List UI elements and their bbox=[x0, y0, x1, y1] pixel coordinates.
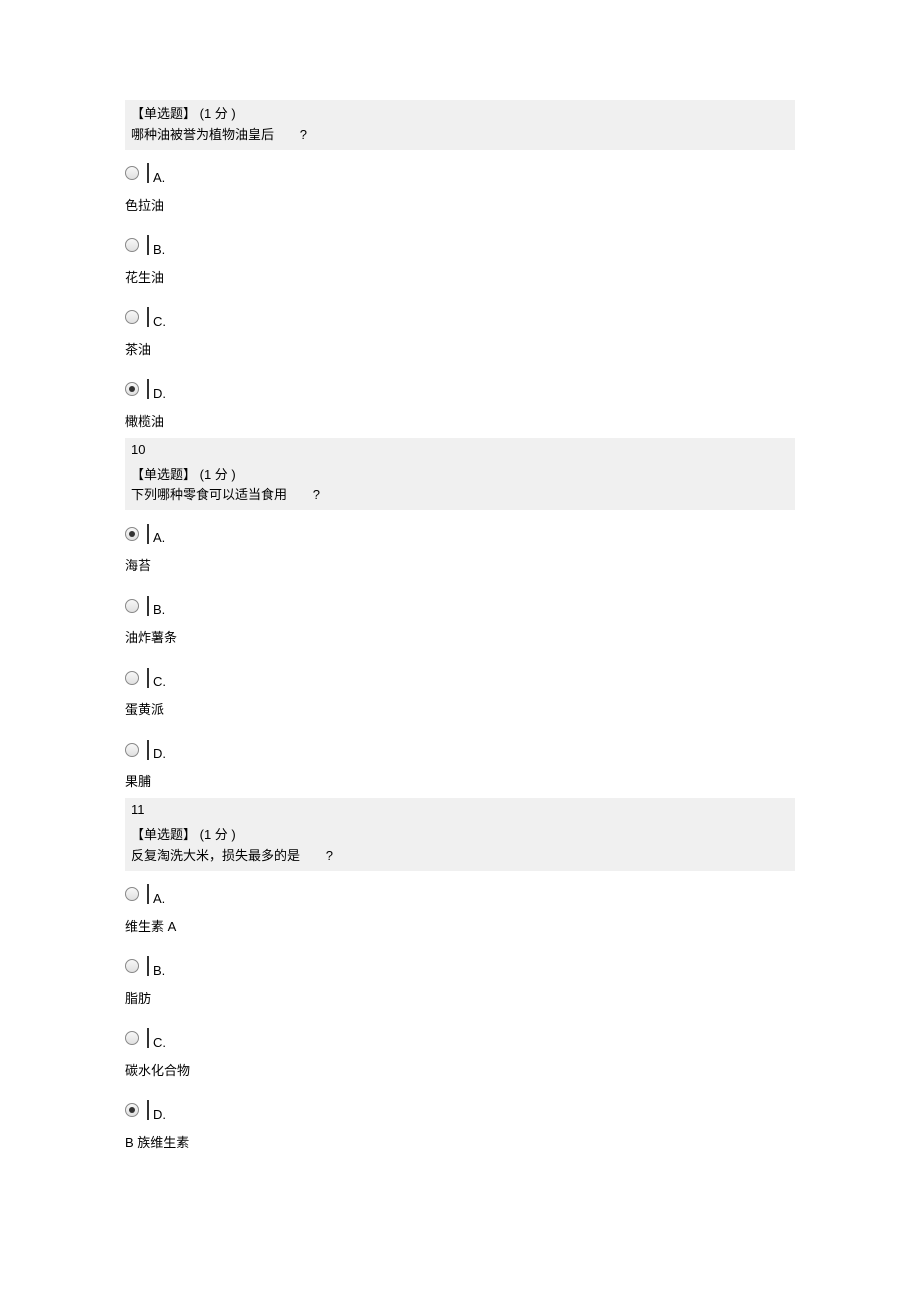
option-text: B 族维生素 bbox=[125, 1126, 795, 1159]
option-text: 脂肪 bbox=[125, 982, 795, 1015]
question-header: 【单选题】 (1 分 ) 哪种油被誉为植物油皇后 ? bbox=[125, 100, 795, 150]
option-row[interactable]: C. bbox=[125, 1015, 795, 1054]
question-block: 【单选题】 (1 分 ) 哪种油被誉为植物油皇后 ? A. 色拉油 B. 花生油… bbox=[125, 100, 795, 438]
question-number: 10 bbox=[125, 438, 795, 461]
option-row[interactable]: D. bbox=[125, 726, 795, 765]
option-text: 油炸薯条 bbox=[125, 621, 795, 654]
divider-icon bbox=[147, 668, 149, 688]
divider-icon bbox=[147, 596, 149, 616]
radio-unselected-icon[interactable] bbox=[125, 238, 139, 252]
option-row[interactable]: D. bbox=[125, 366, 795, 405]
question-gap bbox=[304, 848, 322, 863]
option-row[interactable]: B. bbox=[125, 582, 795, 621]
question-points: (1 分 ) bbox=[200, 106, 236, 121]
option-letter: A. bbox=[153, 522, 165, 545]
question-prompt: 哪种油被誉为植物油皇后 bbox=[131, 127, 274, 142]
option-row[interactable]: B. bbox=[125, 222, 795, 261]
question-points: (1 分 ) bbox=[200, 827, 236, 842]
option-text: 维生素 A bbox=[125, 910, 795, 943]
option-text: 果脯 bbox=[125, 765, 795, 798]
option-letter: D. bbox=[153, 738, 166, 761]
radio-selected-icon[interactable] bbox=[125, 1103, 139, 1117]
option-letter: D. bbox=[153, 1099, 166, 1122]
option-row[interactable]: B. bbox=[125, 943, 795, 982]
question-block: 10 【单选题】 (1 分 ) 下列哪种零食可以适当食用 ? A. 海苔 B. … bbox=[125, 438, 795, 799]
option-letter: B. bbox=[153, 594, 165, 617]
divider-icon bbox=[147, 524, 149, 544]
option-text: 碳水化合物 bbox=[125, 1054, 795, 1087]
radio-selected-icon[interactable] bbox=[125, 527, 139, 541]
question-header: 【单选题】 (1 分 ) 下列哪种零食可以适当食用 ? bbox=[125, 461, 795, 511]
question-suffix: ? bbox=[300, 127, 307, 142]
question-type: 【单选题】 bbox=[131, 827, 196, 842]
divider-icon bbox=[147, 163, 149, 183]
radio-unselected-icon[interactable] bbox=[125, 743, 139, 757]
divider-icon bbox=[147, 379, 149, 399]
option-text: 色拉油 bbox=[125, 189, 795, 222]
question-suffix: ? bbox=[326, 848, 333, 863]
option-text: 蛋黄派 bbox=[125, 693, 795, 726]
option-row[interactable]: C. bbox=[125, 294, 795, 333]
divider-icon bbox=[147, 1100, 149, 1120]
option-row[interactable]: A. bbox=[125, 510, 795, 549]
question-gap bbox=[291, 487, 309, 502]
question-header: 【单选题】 (1 分 ) 反复淘洗大米，损失最多的是 ? bbox=[125, 821, 795, 871]
divider-icon bbox=[147, 884, 149, 904]
quiz-container: 【单选题】 (1 分 ) 哪种油被誉为植物油皇后 ? A. 色拉油 B. 花生油… bbox=[0, 0, 920, 1239]
option-text: 橄榄油 bbox=[125, 405, 795, 438]
option-text: 海苔 bbox=[125, 549, 795, 582]
option-row[interactable]: C. bbox=[125, 654, 795, 693]
radio-unselected-icon[interactable] bbox=[125, 671, 139, 685]
option-letter: A. bbox=[153, 162, 165, 185]
radio-unselected-icon[interactable] bbox=[125, 599, 139, 613]
radio-selected-icon[interactable] bbox=[125, 382, 139, 396]
option-row[interactable]: D. bbox=[125, 1087, 795, 1126]
option-row[interactable]: A. bbox=[125, 150, 795, 189]
divider-icon bbox=[147, 235, 149, 255]
divider-icon bbox=[147, 956, 149, 976]
question-type: 【单选题】 bbox=[131, 467, 196, 482]
radio-unselected-icon[interactable] bbox=[125, 959, 139, 973]
radio-unselected-icon[interactable] bbox=[125, 1031, 139, 1045]
radio-unselected-icon[interactable] bbox=[125, 310, 139, 324]
question-number: 11 bbox=[125, 798, 795, 821]
question-suffix: ? bbox=[313, 487, 320, 502]
option-text: 茶油 bbox=[125, 333, 795, 366]
option-row[interactable]: A. bbox=[125, 871, 795, 910]
option-letter: C. bbox=[153, 666, 166, 689]
option-letter: C. bbox=[153, 306, 166, 329]
option-letter: A. bbox=[153, 883, 165, 906]
divider-icon bbox=[147, 1028, 149, 1048]
option-letter: B. bbox=[153, 955, 165, 978]
question-type: 【单选题】 bbox=[131, 106, 196, 121]
question-prompt: 反复淘洗大米，损失最多的是 bbox=[131, 848, 300, 863]
radio-unselected-icon[interactable] bbox=[125, 166, 139, 180]
option-letter: B. bbox=[153, 234, 165, 257]
question-block: 11 【单选题】 (1 分 ) 反复淘洗大米，损失最多的是 ? A. 维生素 A… bbox=[125, 798, 795, 1159]
option-letter: C. bbox=[153, 1027, 166, 1050]
divider-icon bbox=[147, 740, 149, 760]
question-prompt: 下列哪种零食可以适当食用 bbox=[131, 487, 287, 502]
question-points: (1 分 ) bbox=[200, 467, 236, 482]
option-text: 花生油 bbox=[125, 261, 795, 294]
divider-icon bbox=[147, 307, 149, 327]
question-gap bbox=[278, 127, 296, 142]
radio-unselected-icon[interactable] bbox=[125, 887, 139, 901]
option-letter: D. bbox=[153, 378, 166, 401]
